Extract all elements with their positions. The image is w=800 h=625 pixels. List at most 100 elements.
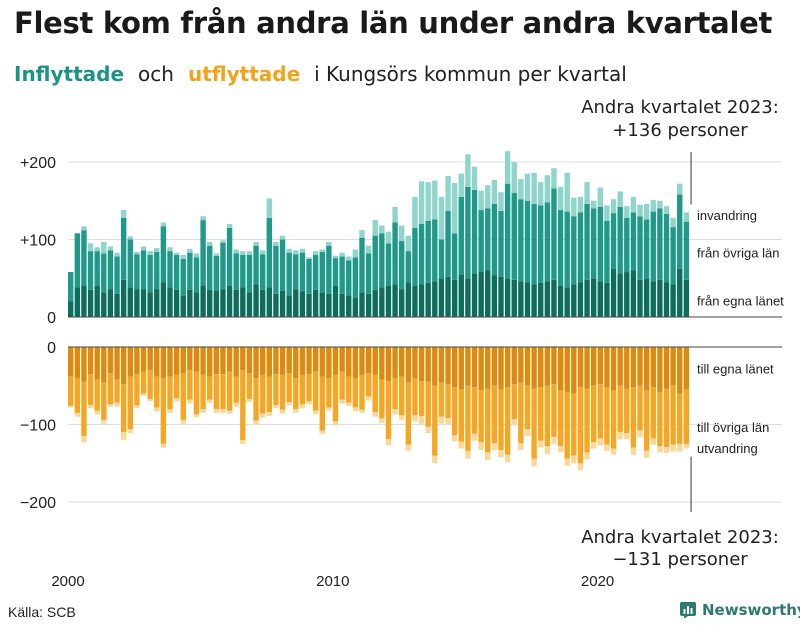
bar-out-segment xyxy=(571,393,577,456)
bar-out-segment xyxy=(504,454,511,463)
bar-out-segment xyxy=(127,347,133,377)
bar-out-segment xyxy=(167,347,173,377)
bar-in-segment xyxy=(531,284,537,317)
bar-in-segment xyxy=(498,276,504,317)
bar-out-segment xyxy=(167,376,173,409)
bar-out-segment xyxy=(101,347,107,383)
bar-out-segment xyxy=(584,347,590,389)
bar-out-segment xyxy=(94,347,100,380)
bar-in-segment xyxy=(94,251,100,287)
bar-in-segment xyxy=(524,282,531,318)
bar-in-segment xyxy=(167,251,173,288)
bar-out-segment xyxy=(187,370,193,400)
bar-in-segment xyxy=(511,193,517,280)
bar-out-segment xyxy=(352,347,359,378)
bar-out-segment xyxy=(352,407,359,412)
bar-in-segment xyxy=(637,216,643,280)
bar-out-segment xyxy=(68,405,74,408)
annotation-bottom-line1: Andra kvartalet 2023: xyxy=(581,527,779,548)
bar-out-segment xyxy=(312,347,319,372)
bar-out-segment xyxy=(451,347,458,388)
bar-out-segment xyxy=(498,389,504,451)
bar-out-segment xyxy=(213,409,220,413)
bar-in-segment xyxy=(650,281,656,317)
bar-out-segment xyxy=(154,407,160,412)
bar-in-segment xyxy=(326,241,332,246)
bar-in-segment xyxy=(114,293,120,317)
bar-in-segment xyxy=(412,227,418,287)
bar-out-segment xyxy=(432,455,438,464)
bar-out-segment xyxy=(180,347,186,374)
bar-in-segment xyxy=(538,282,544,317)
bar-out-segment xyxy=(160,378,167,444)
bar-in-segment xyxy=(147,251,153,256)
bar-in-segment xyxy=(478,210,484,273)
bar-in-segment xyxy=(498,210,504,277)
newsworthy-logo: Newsworthy xyxy=(680,601,800,619)
bar-in-segment xyxy=(346,295,352,317)
chart-subtitle: Inflyttade och utflyttade i Kungsörs kommun… xyxy=(14,62,627,86)
bar-in-segment xyxy=(246,292,253,317)
bar-in-segment xyxy=(650,199,656,212)
bar-in-segment xyxy=(160,282,167,318)
bar-in-segment xyxy=(657,208,663,280)
bar-in-segment xyxy=(293,289,299,317)
bar-out-segment xyxy=(650,387,656,439)
bar-in-segment xyxy=(564,211,570,288)
bar-in-segment xyxy=(451,233,458,280)
bar-in-segment xyxy=(485,185,491,209)
bar-out-segment xyxy=(478,442,484,451)
x-tick-label: 2010 xyxy=(316,573,349,590)
bar-out-segment xyxy=(551,436,557,444)
bar-out-segment xyxy=(339,371,345,400)
bar-out-segment xyxy=(253,347,259,378)
bar-in-segment xyxy=(538,182,544,206)
bar-out-segment xyxy=(511,419,517,426)
bar-in-segment xyxy=(306,258,312,294)
bar-out-segment xyxy=(604,387,610,445)
bar-in-segment xyxy=(332,255,339,259)
bar-out-segment xyxy=(637,347,643,386)
bar-out-segment xyxy=(438,382,445,417)
series-label-out: utvandring xyxy=(697,441,758,456)
bar-in-segment xyxy=(405,251,412,283)
bar-out-segment xyxy=(531,347,537,389)
bar-out-segment xyxy=(233,347,239,377)
bar-in-segment xyxy=(385,286,392,317)
bar-in-segment xyxy=(445,276,451,317)
bar-in-segment xyxy=(584,203,590,280)
bar-in-segment xyxy=(273,245,279,294)
bar-out-segment xyxy=(266,412,272,416)
bar-out-segment xyxy=(650,347,656,388)
bar-out-segment xyxy=(319,430,325,434)
bar-out-segment xyxy=(332,347,339,375)
bar-in-segment xyxy=(405,235,412,252)
bar-in-segment xyxy=(213,253,220,256)
bar-out-segment xyxy=(677,393,683,444)
bar-in-segment xyxy=(266,217,272,288)
bar-in-segment xyxy=(670,217,676,228)
bar-in-segment xyxy=(617,206,623,274)
bar-out-segment xyxy=(226,371,233,411)
bar-in-segment xyxy=(624,217,630,273)
bar-in-segment xyxy=(180,295,186,317)
bar-out-segment xyxy=(405,347,412,383)
bar-out-segment xyxy=(213,374,220,410)
bar-in-segment xyxy=(604,220,610,283)
bar-out-segment xyxy=(597,384,603,439)
bar-out-segment xyxy=(372,347,378,375)
bar-in-segment xyxy=(213,255,220,291)
bar-out-segment xyxy=(571,455,577,464)
bar-out-segment xyxy=(346,402,352,406)
bar-in-segment xyxy=(418,224,425,285)
bar-in-segment xyxy=(498,192,504,211)
bar-in-segment xyxy=(571,197,577,217)
bar-out-segment xyxy=(465,385,471,451)
bar-out-segment xyxy=(657,347,663,392)
bar-in-segment xyxy=(279,290,286,317)
bar-out-segment xyxy=(253,420,259,425)
bar-out-segment xyxy=(81,381,87,437)
bar-in-segment xyxy=(557,186,564,211)
bar-in-segment xyxy=(670,227,676,285)
bar-in-segment xyxy=(491,275,498,317)
